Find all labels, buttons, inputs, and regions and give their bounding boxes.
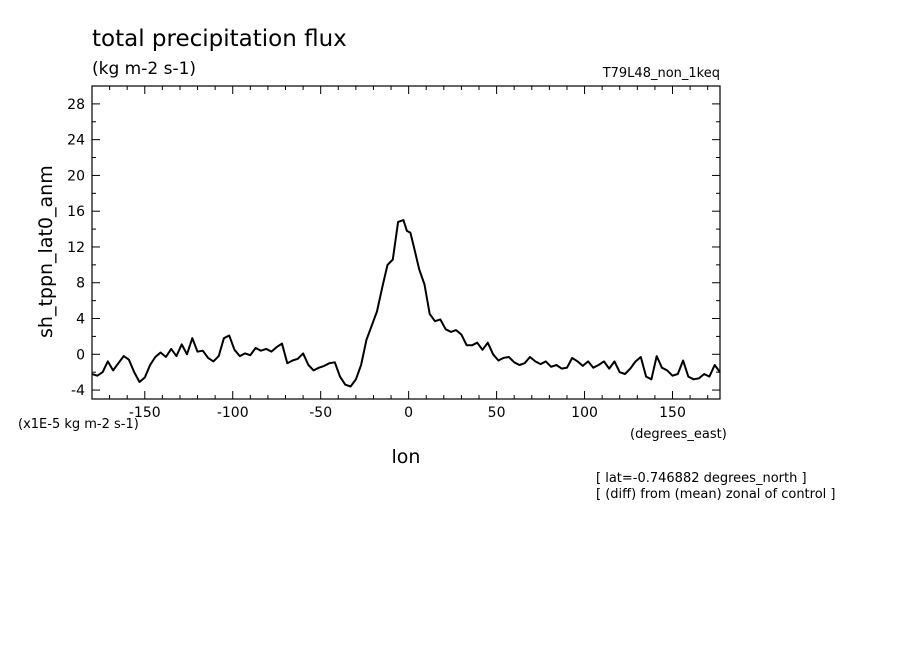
note-diff: [ (diff) from (mean) zonal of control ]: [596, 487, 835, 502]
y-tick-label: 16: [67, 204, 85, 220]
y-tick-label: 20: [67, 168, 85, 184]
x-tick-label: -150: [129, 405, 161, 421]
plot-frame: [91, 85, 721, 400]
x-tick-label: 0: [404, 405, 413, 421]
y-axis-label: sh_tppn_lat0_anm: [35, 165, 57, 338]
series-line: [91, 219, 721, 388]
y-scale-label: (x1E-5 kg m-2 s-1): [18, 417, 139, 432]
y-axis-ticks: -4 0 4 8 12 16 20 24 28: [67, 97, 720, 399]
chart-title: total precipitation flux: [92, 26, 347, 52]
y-tick-label: 12: [67, 240, 85, 256]
x-axis-label: lon: [392, 446, 421, 468]
y-tick-label: -4: [71, 383, 85, 399]
x-tick-label: -100: [217, 405, 249, 421]
y-tick-label: 8: [76, 276, 85, 292]
x-tick-label: 100: [571, 405, 598, 421]
y-tick-label: 0: [76, 347, 85, 363]
chart-units: (kg m-2 s-1): [92, 59, 196, 79]
y-tick-label: 28: [67, 97, 85, 113]
experiment-label: T79L48_non_1keq: [602, 66, 720, 81]
y-tick-label: 4: [76, 312, 85, 328]
x-tick-label: 150: [659, 405, 686, 421]
x-axis-ticks: -150 -100 -50 0 50 100 150: [109, 86, 709, 421]
x-units-label: (degrees_east): [630, 427, 727, 442]
y-tick-label: 24: [67, 133, 85, 149]
x-tick-label: 50: [488, 405, 506, 421]
x-tick-label: -50: [309, 405, 332, 421]
note-lat: [ lat=-0.746882 degrees_north ]: [596, 471, 807, 486]
